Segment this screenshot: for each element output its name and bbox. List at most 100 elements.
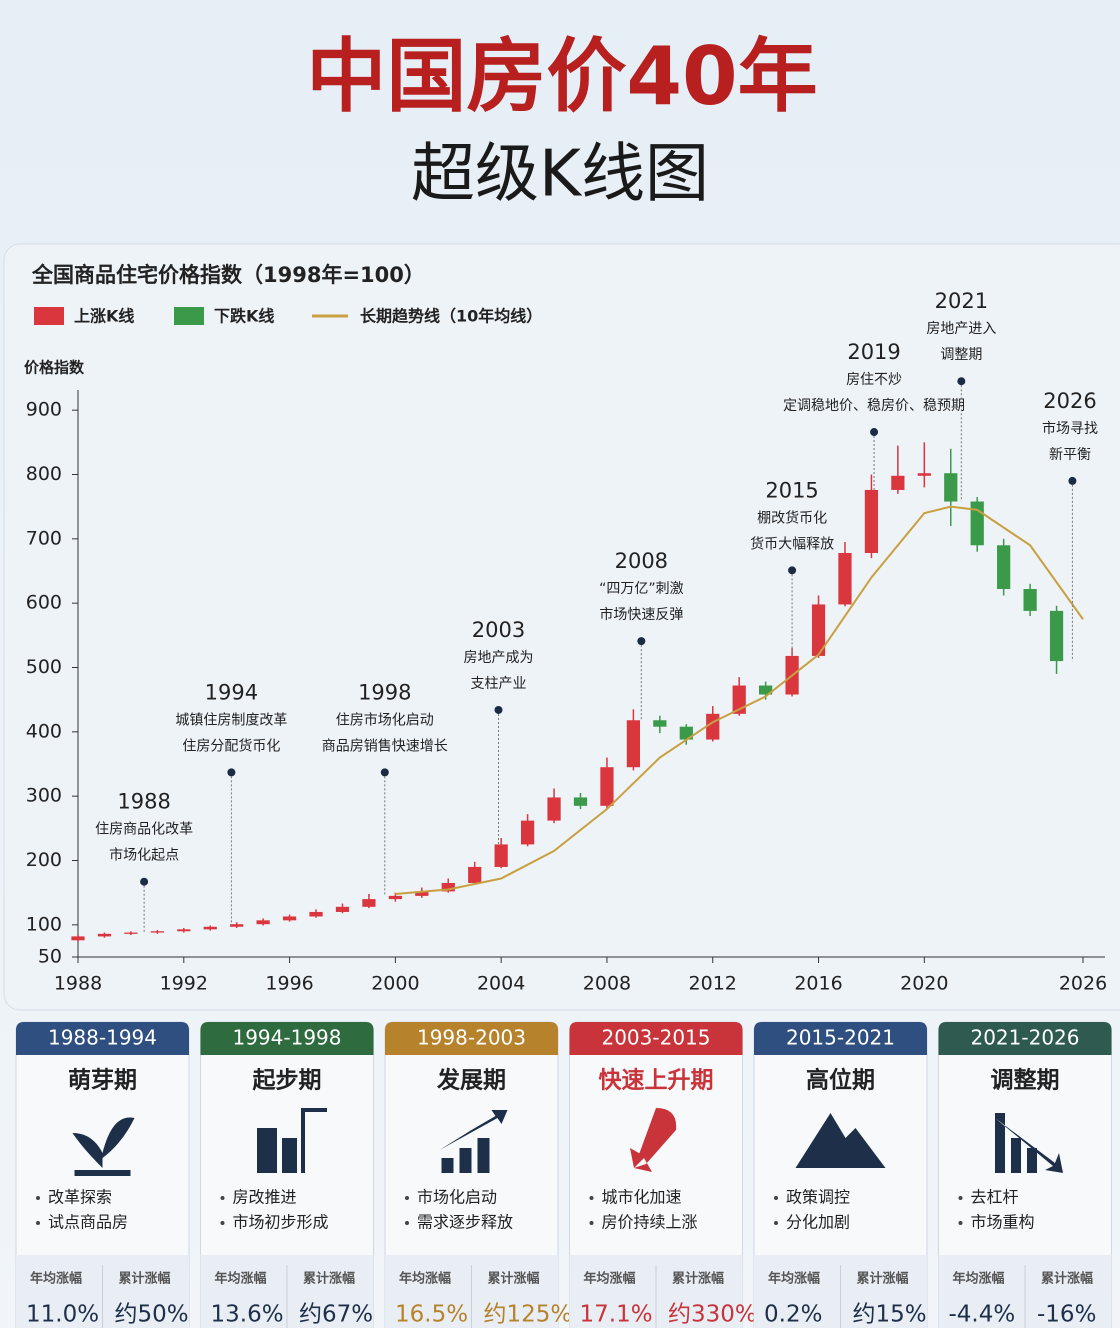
candle-body	[388, 895, 402, 900]
annotation-year: 2026	[1043, 389, 1096, 413]
legend-up: 上涨K线	[74, 307, 134, 326]
chart-title: 全国商品住宅价格指数（1998年=100）	[31, 263, 425, 287]
y-tick-label: 700	[26, 527, 62, 549]
annotation-year: 2021	[935, 289, 988, 313]
legend-up-swatch	[34, 307, 64, 325]
stat-label: 年均涨幅	[215, 1271, 267, 1287]
candle-body	[441, 883, 455, 892]
annotation-dot	[1068, 476, 1077, 485]
y-tick-label: 200	[26, 849, 62, 871]
candle-body	[335, 906, 350, 912]
phase-header	[938, 1022, 1112, 1055]
phase-name: 快速上升期	[599, 1067, 714, 1094]
annotation-text: 住房分配货币化	[182, 737, 280, 754]
annotation-text: 支柱产业	[471, 676, 527, 692]
stat-label: 累计涨幅	[672, 1271, 724, 1287]
phase-header	[754, 1022, 927, 1055]
annotation-text: 城镇住房制度改革	[175, 712, 287, 728]
phase-bullet: 改革探索	[48, 1188, 112, 1207]
x-tick-label: 1992	[160, 973, 208, 995]
annotation-text: 住房商品化改革	[95, 822, 193, 838]
candle-body	[706, 713, 720, 740]
annotation-text: 房地产进入	[926, 321, 996, 337]
candle-body	[547, 797, 561, 821]
legend-down: 下跌K线	[214, 307, 274, 326]
annotation-year: 2008	[615, 549, 668, 573]
annotation-text: 住房市场化启动	[336, 711, 434, 728]
candle-body	[362, 899, 376, 907]
annotation-text: 市场快速反弹	[599, 606, 683, 623]
phase-bullet: 市场初步形成	[233, 1213, 329, 1232]
candle-body	[811, 604, 826, 656]
candle-body	[150, 931, 164, 933]
stat-value: 11.0%	[26, 1302, 99, 1328]
phase-range: 2003-2015	[601, 1026, 710, 1050]
x-tick-label: 1988	[54, 973, 102, 995]
phase-icon	[257, 1108, 327, 1173]
phase-icon	[795, 1113, 886, 1168]
phase-name: 起步期	[253, 1068, 322, 1094]
annotation-text: 定调稳地价、稳房价、稳预期	[783, 398, 965, 414]
page-title: 中国房价40年	[306, 30, 817, 123]
stat-value: 约67%	[299, 1302, 373, 1328]
phase-icon	[439, 1110, 508, 1173]
page-subtitle: 超级K线图	[411, 138, 709, 212]
phase-range: 1994-1998	[232, 1026, 341, 1050]
annotation-text: 市场化起点	[109, 847, 179, 864]
candle-body	[600, 767, 614, 806]
phase-bullet: 房价持续上涨	[602, 1213, 698, 1232]
annotation-dot	[380, 768, 389, 777]
y-tick-label: 900	[26, 399, 62, 421]
x-tick-label: 2012	[689, 973, 737, 995]
annotation-year: 2003	[472, 618, 525, 642]
annotation-text: 市场寻找	[1042, 420, 1098, 437]
phase-range: 1998-2003	[417, 1026, 526, 1050]
annotation-year: 1994	[205, 680, 258, 704]
phase-bullet: 房改推进	[233, 1188, 297, 1207]
phase-header	[200, 1022, 374, 1055]
candle-body	[1023, 589, 1037, 611]
candle-body	[203, 926, 217, 930]
bullet-dot	[774, 1196, 778, 1200]
phase-name: 高位期	[806, 1067, 875, 1094]
phase-name: 萌芽期	[68, 1068, 137, 1094]
phase-bullet: 市场重构	[971, 1213, 1035, 1232]
bullet-dot	[220, 1221, 225, 1225]
phase-header	[569, 1022, 743, 1055]
phase-bullet: 需求逐步释放	[417, 1213, 513, 1232]
annotation-year: 2015	[765, 478, 818, 502]
candle-body	[520, 820, 535, 845]
phase-bullet: 市场化启动	[417, 1188, 497, 1207]
annotation-dot	[788, 566, 797, 575]
x-tick-label: 2016	[794, 973, 842, 995]
phase-icon	[995, 1113, 1063, 1173]
legend-down-swatch	[174, 307, 204, 325]
annotation-dot	[957, 377, 966, 386]
annotation-text: 调整期	[940, 347, 982, 363]
phase-header	[385, 1022, 558, 1055]
annotation-dot	[227, 768, 236, 777]
bullet-dot	[958, 1196, 963, 1200]
candle-body	[230, 924, 244, 927]
candle-body	[415, 891, 429, 896]
annotation-text: “四万亿”刺激	[599, 580, 684, 597]
phase-icon	[630, 1108, 677, 1172]
phase-name: 发展期	[436, 1067, 506, 1094]
stat-value: 约125%	[484, 1302, 573, 1328]
stat-value: 约330%	[668, 1302, 757, 1328]
candle-body	[970, 501, 984, 546]
annotation-text: 新平衡	[1049, 447, 1091, 463]
chart-panel	[3, 243, 1120, 1011]
stat-label: 累计涨幅	[303, 1271, 355, 1287]
stat-label: 累计涨幅	[488, 1271, 540, 1287]
stat-label: 累计涨幅	[1041, 1271, 1093, 1287]
phase-range: 2021-2026	[970, 1026, 1079, 1050]
annotation-dot	[637, 637, 646, 646]
stat-label: 累计涨幅	[119, 1271, 171, 1287]
candle-body	[653, 720, 667, 727]
bullet-dot	[589, 1196, 594, 1200]
annotation-text: 房住不炒	[846, 372, 902, 388]
candle-body	[679, 726, 693, 740]
x-tick-label: 2000	[371, 973, 419, 995]
candle-body	[573, 797, 588, 806]
